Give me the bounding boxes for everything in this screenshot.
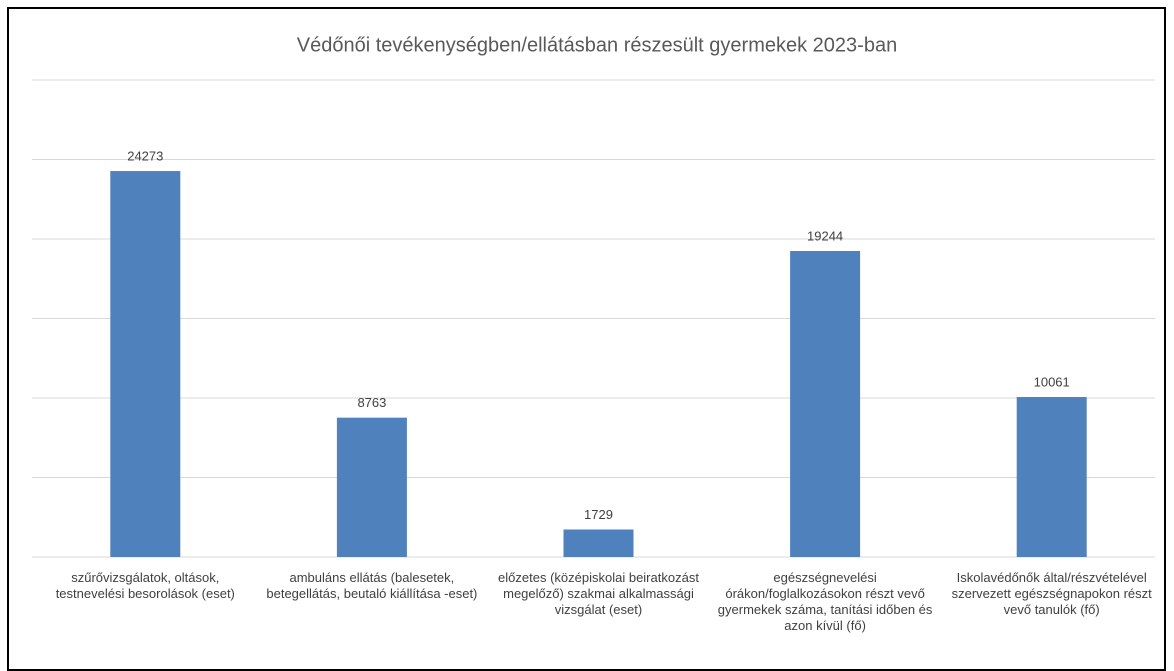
x-tick-label: szűrővizsgálatok, oltások, testnevelési … xyxy=(55,570,235,601)
x-tick-label: előzetes (középiskolai beiratkozást mege… xyxy=(498,570,699,617)
bar xyxy=(336,417,407,557)
data-label: 1729 xyxy=(584,507,613,522)
chart-title: Védőnői tevékenységben/ellátásban részes… xyxy=(297,34,897,56)
x-tick-label: egészségnevelési órákon/foglalkozásokon … xyxy=(717,570,933,633)
data-label: 8763 xyxy=(357,395,386,410)
data-label: 10061 xyxy=(1034,374,1070,389)
bar xyxy=(790,251,861,558)
bar xyxy=(563,529,634,557)
bar xyxy=(1016,397,1087,557)
chart-frame xyxy=(7,7,1166,671)
data-label: 19244 xyxy=(807,228,843,243)
x-tick-label: ambuláns ellátás (balesetek, betegellátá… xyxy=(266,570,478,601)
data-label: 24273 xyxy=(127,148,163,163)
bar xyxy=(110,171,181,557)
x-tick-label: Iskolavédőnők által/részvételével szerve… xyxy=(951,570,1152,617)
